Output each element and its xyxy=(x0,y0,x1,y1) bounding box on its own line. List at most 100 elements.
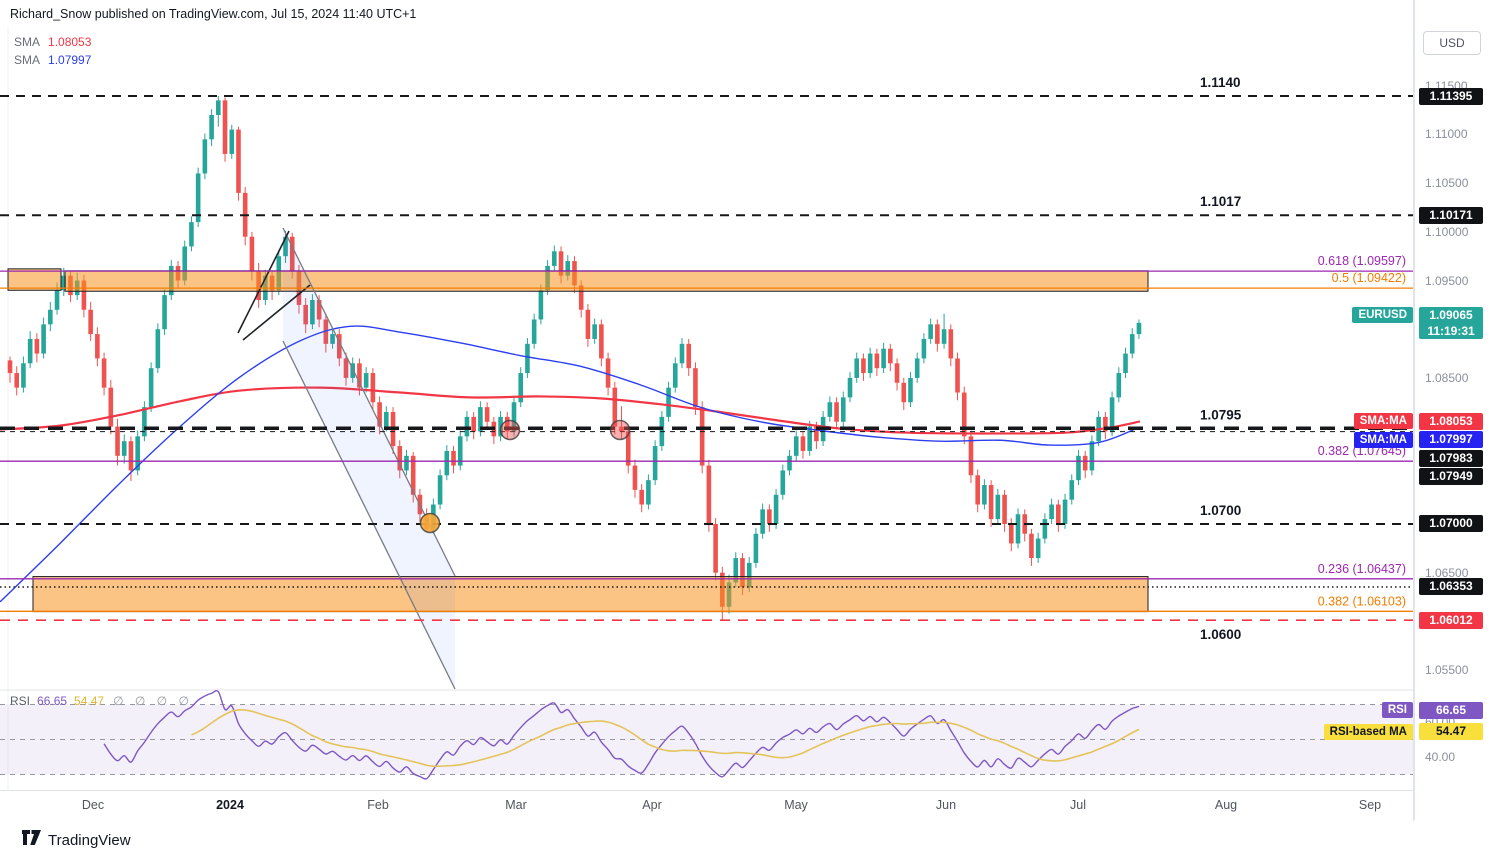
candle-body xyxy=(343,358,349,378)
candle-body xyxy=(646,480,651,505)
candle-body xyxy=(142,407,147,437)
candle-body xyxy=(1103,416,1108,432)
fib-level-label: 0.236 (1.06437) xyxy=(1318,562,1406,576)
candle-body xyxy=(666,387,671,417)
current-price-badge: 1.09065 11:19:31 xyxy=(1419,306,1483,339)
price-level-label: 1.0700 xyxy=(1200,503,1241,518)
candle-body xyxy=(7,360,13,374)
axis-price-badge: 1.06012 xyxy=(1419,611,1483,629)
price-tick: 1.10500 xyxy=(1425,176,1469,191)
time-axis-label: Feb xyxy=(367,798,389,812)
candle-body xyxy=(625,431,631,466)
candle-body xyxy=(565,261,571,276)
candle-body xyxy=(303,304,308,325)
axis-price-badge: 54.47 xyxy=(1419,723,1483,741)
candle-body xyxy=(612,387,618,427)
candle-body xyxy=(699,407,705,466)
candle-body xyxy=(377,402,382,427)
candle-body xyxy=(121,441,127,456)
candle-body xyxy=(148,368,154,408)
trendline xyxy=(237,230,290,334)
candle-body xyxy=(800,436,806,451)
time-axis-label: Apr xyxy=(642,798,662,812)
candle-body xyxy=(1008,523,1014,544)
currency-button[interactable]: USD xyxy=(1423,31,1481,55)
candle-body xyxy=(847,377,853,398)
candle-body xyxy=(101,358,107,388)
time-axis-label: Jun xyxy=(935,798,957,812)
candle-body xyxy=(316,300,322,320)
candle-body xyxy=(155,329,161,369)
candle-body xyxy=(115,426,120,456)
footer: TradingView xyxy=(0,821,1492,857)
time-axis[interactable]: Dec 2024 Feb Mar Apr May Jun Jul Aug Sep xyxy=(0,790,1413,822)
candle-body xyxy=(935,324,940,344)
price-tick: 1.08500 xyxy=(1425,370,1469,385)
trendline xyxy=(242,284,311,341)
candle-body xyxy=(1129,334,1135,354)
candle-body xyxy=(713,523,718,573)
candle-body xyxy=(48,309,53,325)
candle-body xyxy=(928,324,933,339)
time-axis-label: Mar xyxy=(505,798,527,812)
chart-canvas[interactable]: 0.618 (1.09597) 0.5 (1.09422) 0.382 (1.076… xyxy=(0,0,1413,790)
axis-price-badge: 1.06353 xyxy=(1419,578,1483,596)
time-axis-label: Aug xyxy=(1214,798,1238,812)
candle-body xyxy=(330,334,335,344)
candle-body xyxy=(1109,397,1115,432)
candle-body xyxy=(229,129,235,154)
price-tick: 1.05500 xyxy=(1425,663,1469,678)
candle-body xyxy=(189,222,194,247)
candle-body xyxy=(874,353,880,369)
candle-body xyxy=(827,402,833,417)
candle-body xyxy=(518,373,524,403)
candle-body xyxy=(814,426,819,442)
rsi-ma-line xyxy=(191,709,1140,768)
candle-body xyxy=(336,334,342,359)
candle-body xyxy=(908,377,913,403)
candle-body xyxy=(599,324,604,359)
annotation-circle xyxy=(419,512,441,534)
candle-body xyxy=(108,387,114,427)
candle-body xyxy=(861,358,866,374)
candle-body xyxy=(310,300,315,325)
candle-body xyxy=(504,416,510,432)
time-axis-label: Sep xyxy=(1358,798,1382,812)
candle-body xyxy=(525,343,530,374)
supply-demand-zone xyxy=(7,268,62,291)
axis-price-badge: 1.07000 xyxy=(1419,515,1483,533)
candle-body xyxy=(357,363,362,388)
candle-body xyxy=(404,455,409,471)
candle-body xyxy=(1015,514,1021,544)
candle-body xyxy=(619,426,624,432)
candle-body xyxy=(760,509,765,534)
candle-body xyxy=(901,382,907,403)
candle-body xyxy=(444,450,450,476)
candle-body xyxy=(1029,533,1034,559)
candle-body xyxy=(632,465,638,490)
candle-body xyxy=(888,348,893,364)
axis-price-badge: 66.65 xyxy=(1419,701,1483,719)
candle-body xyxy=(686,343,692,369)
candle-body xyxy=(249,236,255,271)
candle-body xyxy=(787,455,792,471)
price-level-label: 1.1140 xyxy=(1200,75,1241,90)
candle-body xyxy=(941,329,947,344)
price-axis[interactable]: USD 1.11500 1.11000 1.10500 1.10000 1.09500 1… xyxy=(1414,0,1492,820)
fib-level-label: 0.618 (1.09597) xyxy=(1318,254,1406,268)
candle-body xyxy=(867,353,873,374)
candle-body xyxy=(1136,322,1142,335)
candle-body xyxy=(370,373,376,403)
candle-body xyxy=(578,285,584,310)
candle-body xyxy=(585,309,591,339)
tradingview-logo[interactable]: TradingView xyxy=(22,830,131,850)
candle-body xyxy=(854,358,860,378)
candle-body xyxy=(605,358,611,388)
candle-body xyxy=(27,338,33,364)
candle-body xyxy=(289,236,295,271)
candle-body xyxy=(968,436,974,476)
candle-body xyxy=(451,450,456,466)
candle-body xyxy=(1123,353,1128,374)
candle-body xyxy=(1116,373,1122,398)
sma-fast-value: 1.08053 xyxy=(48,35,92,49)
